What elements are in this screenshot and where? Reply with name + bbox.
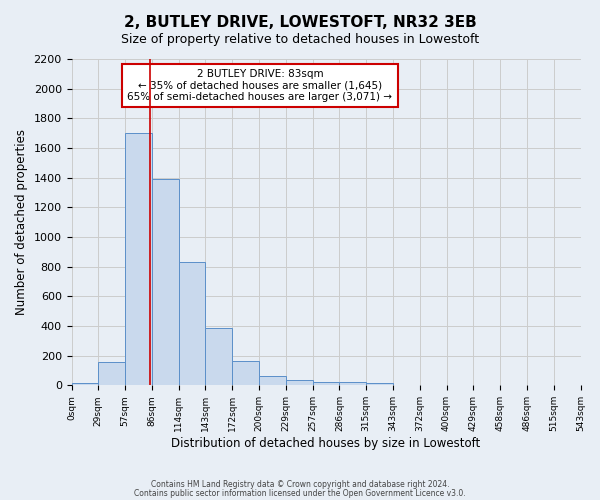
Bar <box>259 376 286 386</box>
Bar <box>125 133 152 386</box>
Bar <box>340 382 366 386</box>
Bar <box>286 380 313 386</box>
Bar <box>232 361 259 386</box>
X-axis label: Distribution of detached houses by size in Lowestoft: Distribution of detached houses by size … <box>172 437 481 450</box>
Bar <box>152 179 179 386</box>
Bar <box>366 383 393 386</box>
Y-axis label: Number of detached properties: Number of detached properties <box>15 129 28 315</box>
Bar <box>98 362 125 386</box>
Bar <box>71 383 98 386</box>
Text: Size of property relative to detached houses in Lowestoft: Size of property relative to detached ho… <box>121 32 479 46</box>
Bar <box>179 262 205 386</box>
Bar <box>313 382 340 386</box>
Text: Contains HM Land Registry data © Crown copyright and database right 2024.: Contains HM Land Registry data © Crown c… <box>151 480 449 489</box>
Bar <box>205 328 232 386</box>
Text: 2 BUTLEY DRIVE: 83sqm
← 35% of detached houses are smaller (1,645)
65% of semi-d: 2 BUTLEY DRIVE: 83sqm ← 35% of detached … <box>127 69 392 102</box>
Text: Contains public sector information licensed under the Open Government Licence v3: Contains public sector information licen… <box>134 488 466 498</box>
Text: 2, BUTLEY DRIVE, LOWESTOFT, NR32 3EB: 2, BUTLEY DRIVE, LOWESTOFT, NR32 3EB <box>124 15 476 30</box>
